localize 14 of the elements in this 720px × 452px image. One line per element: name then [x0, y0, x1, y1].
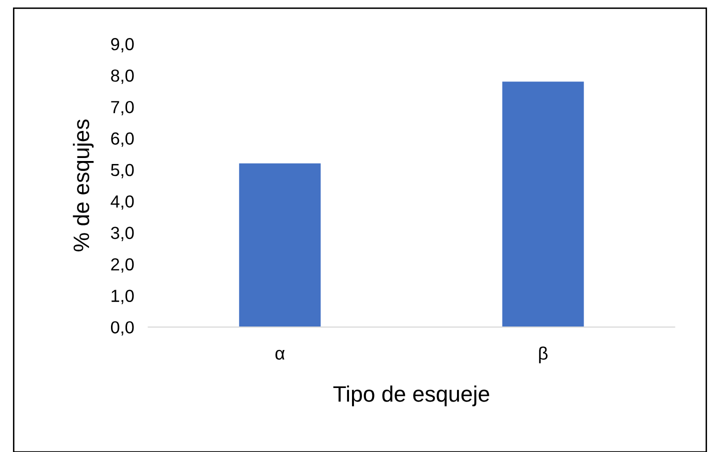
y-tick-label: 5,0 — [110, 164, 134, 178]
x-axis-title: Tipo de esqueje — [333, 386, 490, 406]
y-tick-label: 1,0 — [112, 290, 134, 304]
x-tick-label: β — [539, 346, 548, 364]
y-tick-label: 9,0 — [111, 38, 134, 52]
y-axis-title: % de esqujes — [72, 120, 94, 252]
y-tick-label: 6,0 — [111, 132, 134, 147]
y-tick-label: 2,0 — [111, 258, 134, 273]
y-tick-label: 7,0 — [111, 100, 134, 116]
x-tick-label: α — [275, 350, 285, 360]
y-tick-label: 4,0 — [110, 195, 134, 210]
y-tick-label: 8,0 — [111, 69, 134, 84]
y-tick-label: 0,0 — [110, 321, 134, 336]
y-tick-label: 3,0 — [110, 226, 134, 242]
